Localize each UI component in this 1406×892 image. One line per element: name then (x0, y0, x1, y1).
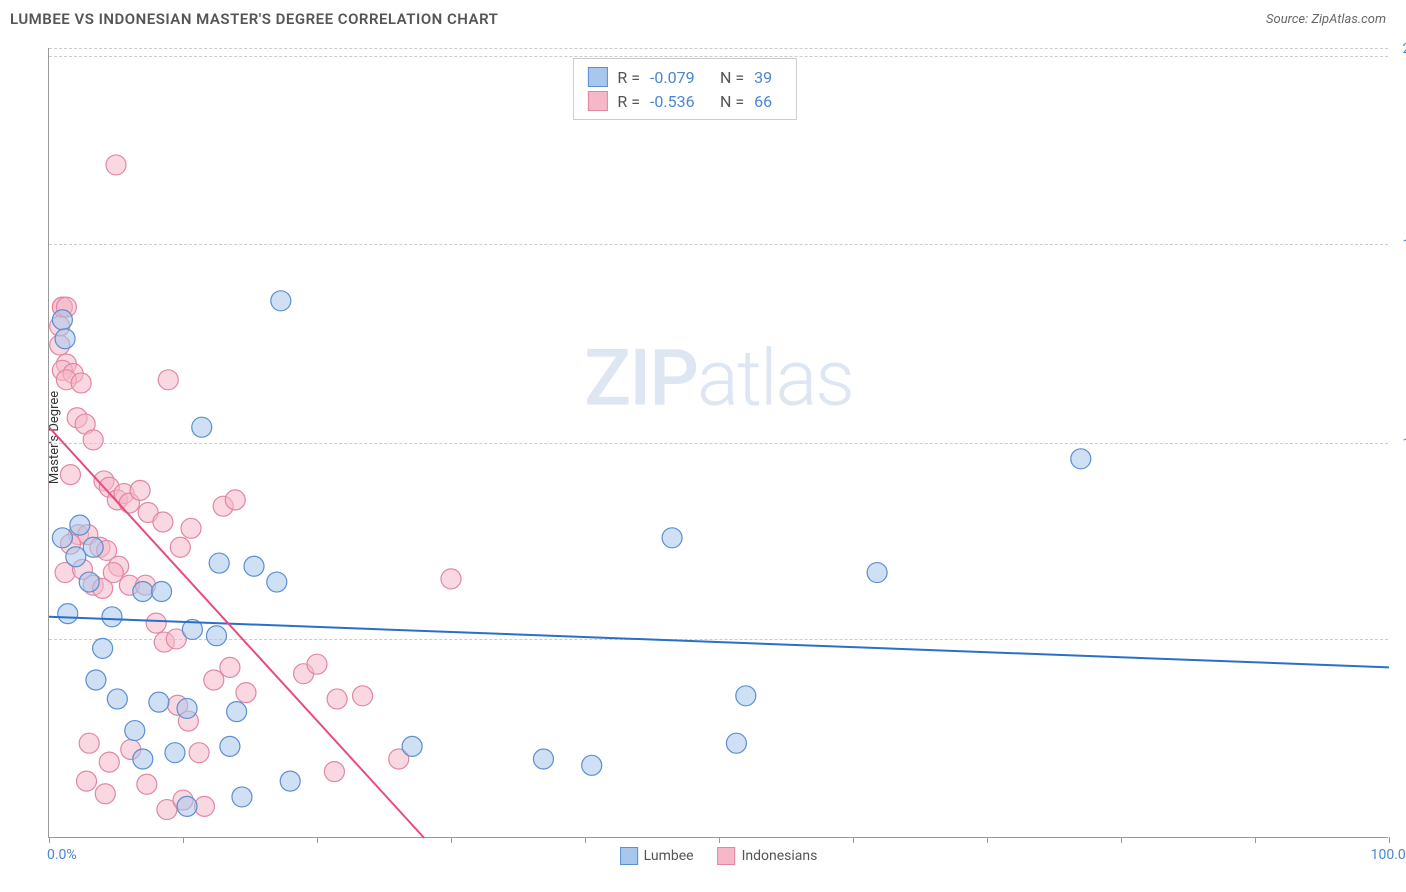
scatter-point (130, 480, 150, 500)
x-tick (1121, 837, 1122, 843)
stats-row: R = -0.079N = 39 (587, 65, 782, 89)
scatter-point (227, 702, 247, 722)
scatter-point (181, 518, 201, 538)
trend-line (49, 617, 1389, 668)
scatter-point (267, 572, 287, 592)
scatter-point (1071, 449, 1091, 469)
legend-item: Indonesians (718, 847, 818, 865)
scatter-point (324, 762, 344, 782)
legend-item: Lumbee (620, 847, 694, 865)
scatter-point (60, 465, 80, 485)
scatter-point (402, 736, 422, 756)
scatter-point (125, 721, 145, 741)
x-axis-min-label: 0.0% (47, 847, 77, 863)
scatter-point (149, 692, 169, 712)
scatter-point (236, 683, 256, 703)
scatter-point (662, 528, 682, 548)
scatter-point (207, 626, 227, 646)
x-tick (183, 837, 184, 843)
scatter-point (133, 582, 153, 602)
x-tick (853, 837, 854, 843)
scatter-point (71, 373, 91, 393)
x-tick (719, 837, 720, 843)
scatter-point (220, 657, 240, 677)
scatter-point (177, 796, 197, 816)
scatter-point (192, 417, 212, 437)
x-tick (1389, 837, 1390, 843)
x-tick (585, 837, 586, 843)
scatter-point (55, 329, 75, 349)
x-tick (451, 837, 452, 843)
scatter-point (70, 515, 90, 535)
x-tick (317, 837, 318, 843)
stats-row: R = -0.536N = 66 (587, 89, 782, 113)
scatter-point (77, 771, 97, 791)
scatter-point (307, 654, 327, 674)
scatter-point (79, 572, 99, 592)
y-tick-label: 18.8% (1402, 237, 1406, 253)
source-label: Source: ZipAtlas.com (1266, 12, 1386, 27)
scatter-point (204, 670, 224, 690)
scatter-point (220, 736, 240, 756)
scatter-point (867, 563, 887, 583)
scatter-point (153, 512, 173, 532)
scatter-point (86, 670, 106, 690)
scatter-point (152, 582, 172, 602)
scatter-point (107, 689, 127, 709)
scatter-point (158, 370, 178, 390)
scatter-point (133, 749, 153, 769)
legend-label: Lumbee (644, 848, 694, 864)
scatter-point (582, 755, 602, 775)
scatter-point (209, 553, 229, 573)
scatter-point (146, 613, 166, 633)
scatter-point (280, 771, 300, 791)
scatter-point (99, 752, 119, 772)
scatter-point (736, 686, 756, 706)
scatter-point (441, 569, 461, 589)
x-axis-max-label: 100.0% (1371, 847, 1406, 863)
y-tick-label: 25.0% (1402, 41, 1406, 57)
stats-legend: R = -0.079N = 39R = -0.536N = 66 (572, 58, 797, 120)
scatter-point (177, 698, 197, 718)
series-legend: Lumbee Indonesians (620, 847, 818, 865)
scatter-point (106, 155, 126, 175)
scatter-point (327, 689, 347, 709)
legend-swatch (620, 847, 638, 865)
scatter-point (225, 490, 245, 510)
scatter-point (93, 638, 113, 658)
scatter-point (137, 774, 157, 794)
scatter-point (102, 607, 122, 627)
trend-line (49, 427, 424, 838)
legend-swatch (587, 91, 607, 111)
y-tick-label: 12.5% (1402, 436, 1406, 452)
scatter-point (271, 291, 291, 311)
chart-title: LUMBEE VS INDONESIAN MASTER'S DEGREE COR… (10, 10, 498, 28)
legend-label: Indonesians (742, 848, 818, 864)
scatter-point (189, 743, 209, 763)
x-tick (987, 837, 988, 843)
scatter-point (52, 528, 72, 548)
scatter-point (83, 537, 103, 557)
scatter-point (726, 733, 746, 753)
x-tick (1255, 837, 1256, 843)
scatter-point (95, 784, 115, 804)
scatter-point (79, 733, 99, 753)
scatter-point (165, 743, 185, 763)
scatter-point (66, 547, 86, 567)
chart-plot-area: ZIPatlas 6.3%12.5%18.8%25.0% R = -0.079N… (48, 48, 1388, 838)
scatter-point (103, 563, 123, 583)
legend-swatch (587, 67, 607, 87)
scatter-point (353, 686, 373, 706)
scatter-point (52, 310, 72, 330)
legend-swatch (718, 847, 736, 865)
scatter-point (83, 430, 103, 450)
scatter-point (170, 537, 190, 557)
scatter-plot-svg (49, 48, 1388, 837)
scatter-point (232, 787, 252, 807)
scatter-point (244, 556, 264, 576)
scatter-point (533, 749, 553, 769)
scatter-point (58, 604, 78, 624)
x-tick (49, 837, 50, 843)
